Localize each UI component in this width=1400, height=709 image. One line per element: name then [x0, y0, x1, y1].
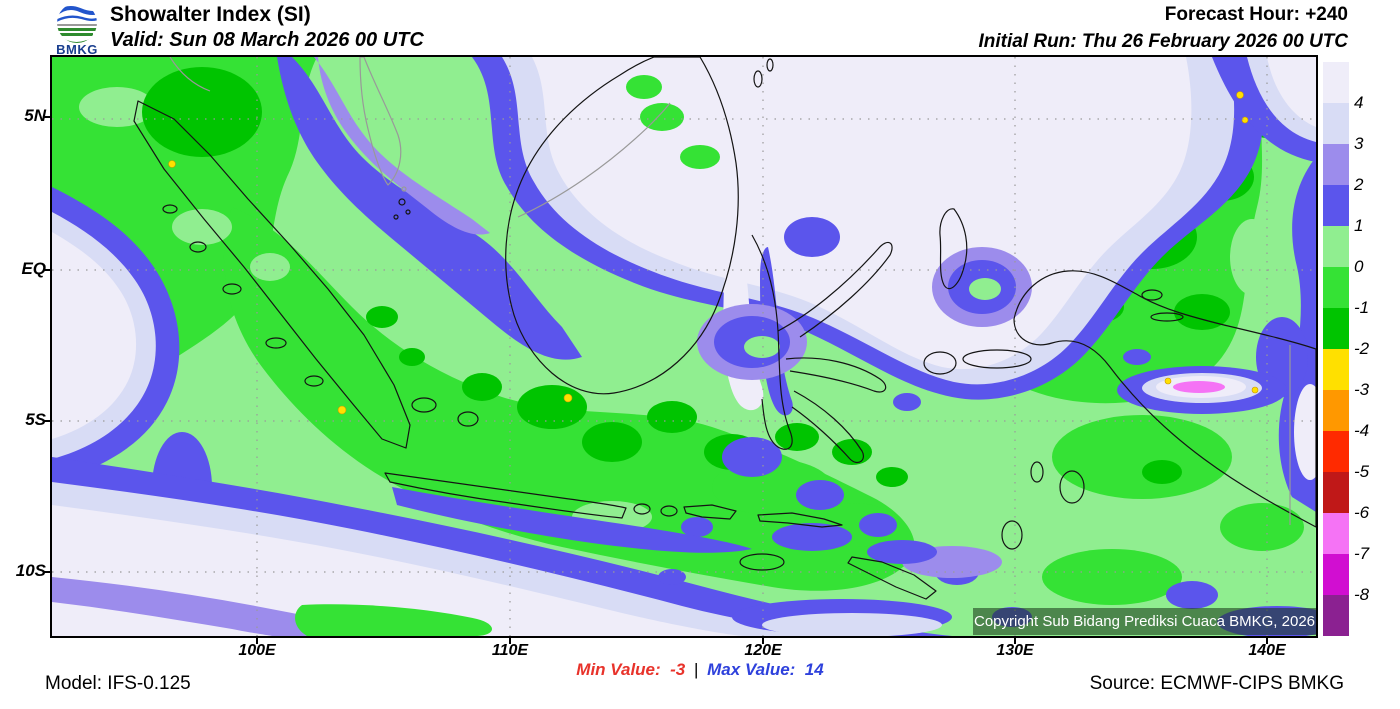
map-graphic	[52, 57, 1316, 636]
lon-tick-mark	[1266, 636, 1268, 644]
lat-tick-label: 5S	[25, 410, 46, 429]
legend-segment	[1323, 513, 1349, 554]
lat-tick-mark	[44, 571, 52, 573]
legend-segment	[1323, 554, 1349, 595]
legend-value-label: 3	[1354, 134, 1364, 153]
minmax-values: Min Value: -3 | Max Value: 14	[576, 660, 823, 680]
forecast-map: Copyright Sub Bidang Prediksi Cuaca BMKG…	[50, 55, 1318, 638]
legend-value-label: -8	[1354, 585, 1370, 604]
model-label: Model: IFS-0.125	[45, 673, 191, 694]
lon-tick-mark	[1014, 636, 1016, 644]
lon-tick-label: 140E	[1248, 642, 1286, 659]
bmkg-logo-label: BMKG	[56, 42, 98, 57]
legend-value-label: 2	[1354, 175, 1364, 194]
lon-tick-mark	[509, 636, 511, 644]
source-label: Source: ECMWF-CIPS BMKG	[1089, 673, 1344, 694]
initial-run: Initial Run: Thu 26 February 2026 00 UTC	[978, 31, 1348, 52]
legend-value-label: -4	[1354, 421, 1370, 440]
min-value-label: Min Value:	[576, 660, 661, 679]
legend-segment	[1323, 62, 1349, 103]
legend-value-label: -5	[1354, 462, 1370, 481]
min-value: -3	[670, 660, 686, 679]
lon-tick-label: 110E	[491, 642, 529, 659]
lat-tick-label: EQ	[21, 259, 46, 278]
lat-tick-label: 10S	[15, 561, 46, 580]
legend-segment	[1323, 308, 1349, 349]
gridlines	[52, 57, 1316, 636]
lon-tick-label: 130E	[996, 642, 1034, 659]
legend-segment	[1323, 431, 1349, 472]
copyright-text: Copyright Sub Bidang Prediksi Cuaca BMKG…	[973, 608, 1316, 635]
legend-segment	[1323, 349, 1349, 390]
legend-value-label: -3	[1354, 380, 1370, 399]
legend-segment	[1323, 185, 1349, 226]
foreign-borders	[169, 57, 1291, 525]
lon-tick-mark	[256, 636, 258, 644]
legend-value-label: -7	[1354, 544, 1370, 563]
legend-value-label: -6	[1354, 503, 1370, 522]
lon-tick-mark	[762, 636, 764, 644]
valid-time: Valid: Sun 08 March 2026 00 UTC	[110, 29, 424, 51]
legend-labels: 4 3 2 1 0 -1 -2 -3 -4 -5 -6 -7 -8	[1354, 62, 1394, 636]
legend-value-label: 1	[1354, 216, 1364, 235]
lat-tick-label: 5N	[24, 106, 46, 125]
lat-tick-mark	[44, 116, 52, 118]
max-value-label: Max Value:	[707, 660, 796, 679]
lat-tick-mark	[44, 420, 52, 422]
legend-value-label: -2	[1354, 339, 1370, 358]
lon-tick-label: 120E	[744, 642, 782, 659]
legend-segment	[1323, 595, 1349, 636]
max-value: 14	[804, 660, 824, 679]
legend-swatches	[1323, 62, 1349, 636]
legend-value-label: 0	[1354, 257, 1364, 276]
legend-segment	[1323, 390, 1349, 431]
minmax-separator: |	[693, 660, 699, 679]
lon-tick-label: 100E	[238, 642, 276, 659]
legend-segment	[1323, 226, 1349, 267]
lat-tick-mark	[44, 269, 52, 271]
contour-fills	[52, 57, 1316, 636]
legend-segment	[1323, 144, 1349, 185]
bmkg-logo-icon	[57, 3, 97, 43]
page-title: Showalter Index (SI)	[110, 3, 311, 26]
legend-segment	[1323, 103, 1349, 144]
legend-segment	[1323, 267, 1349, 308]
legend-value-label: 4	[1354, 93, 1364, 112]
coastlines	[133, 57, 1316, 600]
legend-value-label: -1	[1354, 298, 1370, 317]
forecast-hour: Forecast Hour: +240	[1164, 4, 1348, 25]
legend-segment	[1323, 472, 1349, 513]
